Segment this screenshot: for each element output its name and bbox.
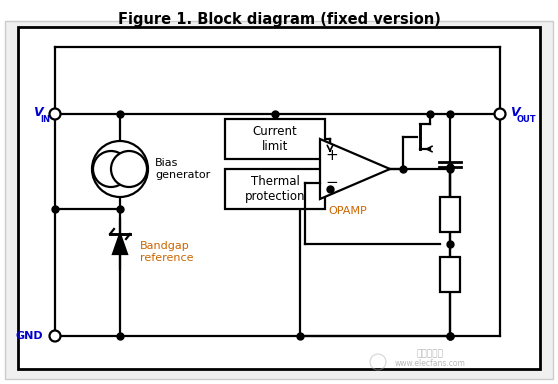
- Text: Thermal
protection: Thermal protection: [245, 175, 305, 203]
- Text: 电子发烧友: 电子发烧友: [417, 349, 444, 359]
- Bar: [440, 257, 460, 291]
- Bar: [225, 119, 325, 159]
- Text: www.elecfans.com: www.elecfans.com: [395, 359, 465, 369]
- Text: Bias
generator: Bias generator: [155, 158, 210, 180]
- Circle shape: [494, 109, 506, 119]
- Text: OPAMP: OPAMP: [329, 206, 367, 216]
- Text: GND: GND: [16, 331, 43, 341]
- Text: IN: IN: [40, 114, 50, 124]
- Text: Current
limit: Current limit: [253, 125, 297, 153]
- Bar: [225, 169, 325, 209]
- Bar: [440, 197, 460, 232]
- Circle shape: [50, 109, 60, 119]
- Circle shape: [50, 331, 60, 341]
- Bar: [18, 27, 540, 369]
- Text: Bandgap
reference: Bandgap reference: [140, 241, 194, 263]
- Polygon shape: [320, 139, 390, 199]
- Text: OUT: OUT: [517, 114, 537, 124]
- Text: +: +: [326, 148, 338, 163]
- Circle shape: [93, 151, 129, 187]
- Polygon shape: [113, 234, 127, 254]
- Text: V: V: [33, 106, 43, 119]
- Text: −: −: [326, 175, 338, 190]
- Text: Figure 1. Block diagram (fixed version): Figure 1. Block diagram (fixed version): [118, 12, 440, 27]
- Text: V: V: [510, 106, 519, 119]
- Circle shape: [92, 141, 148, 197]
- Circle shape: [111, 151, 147, 187]
